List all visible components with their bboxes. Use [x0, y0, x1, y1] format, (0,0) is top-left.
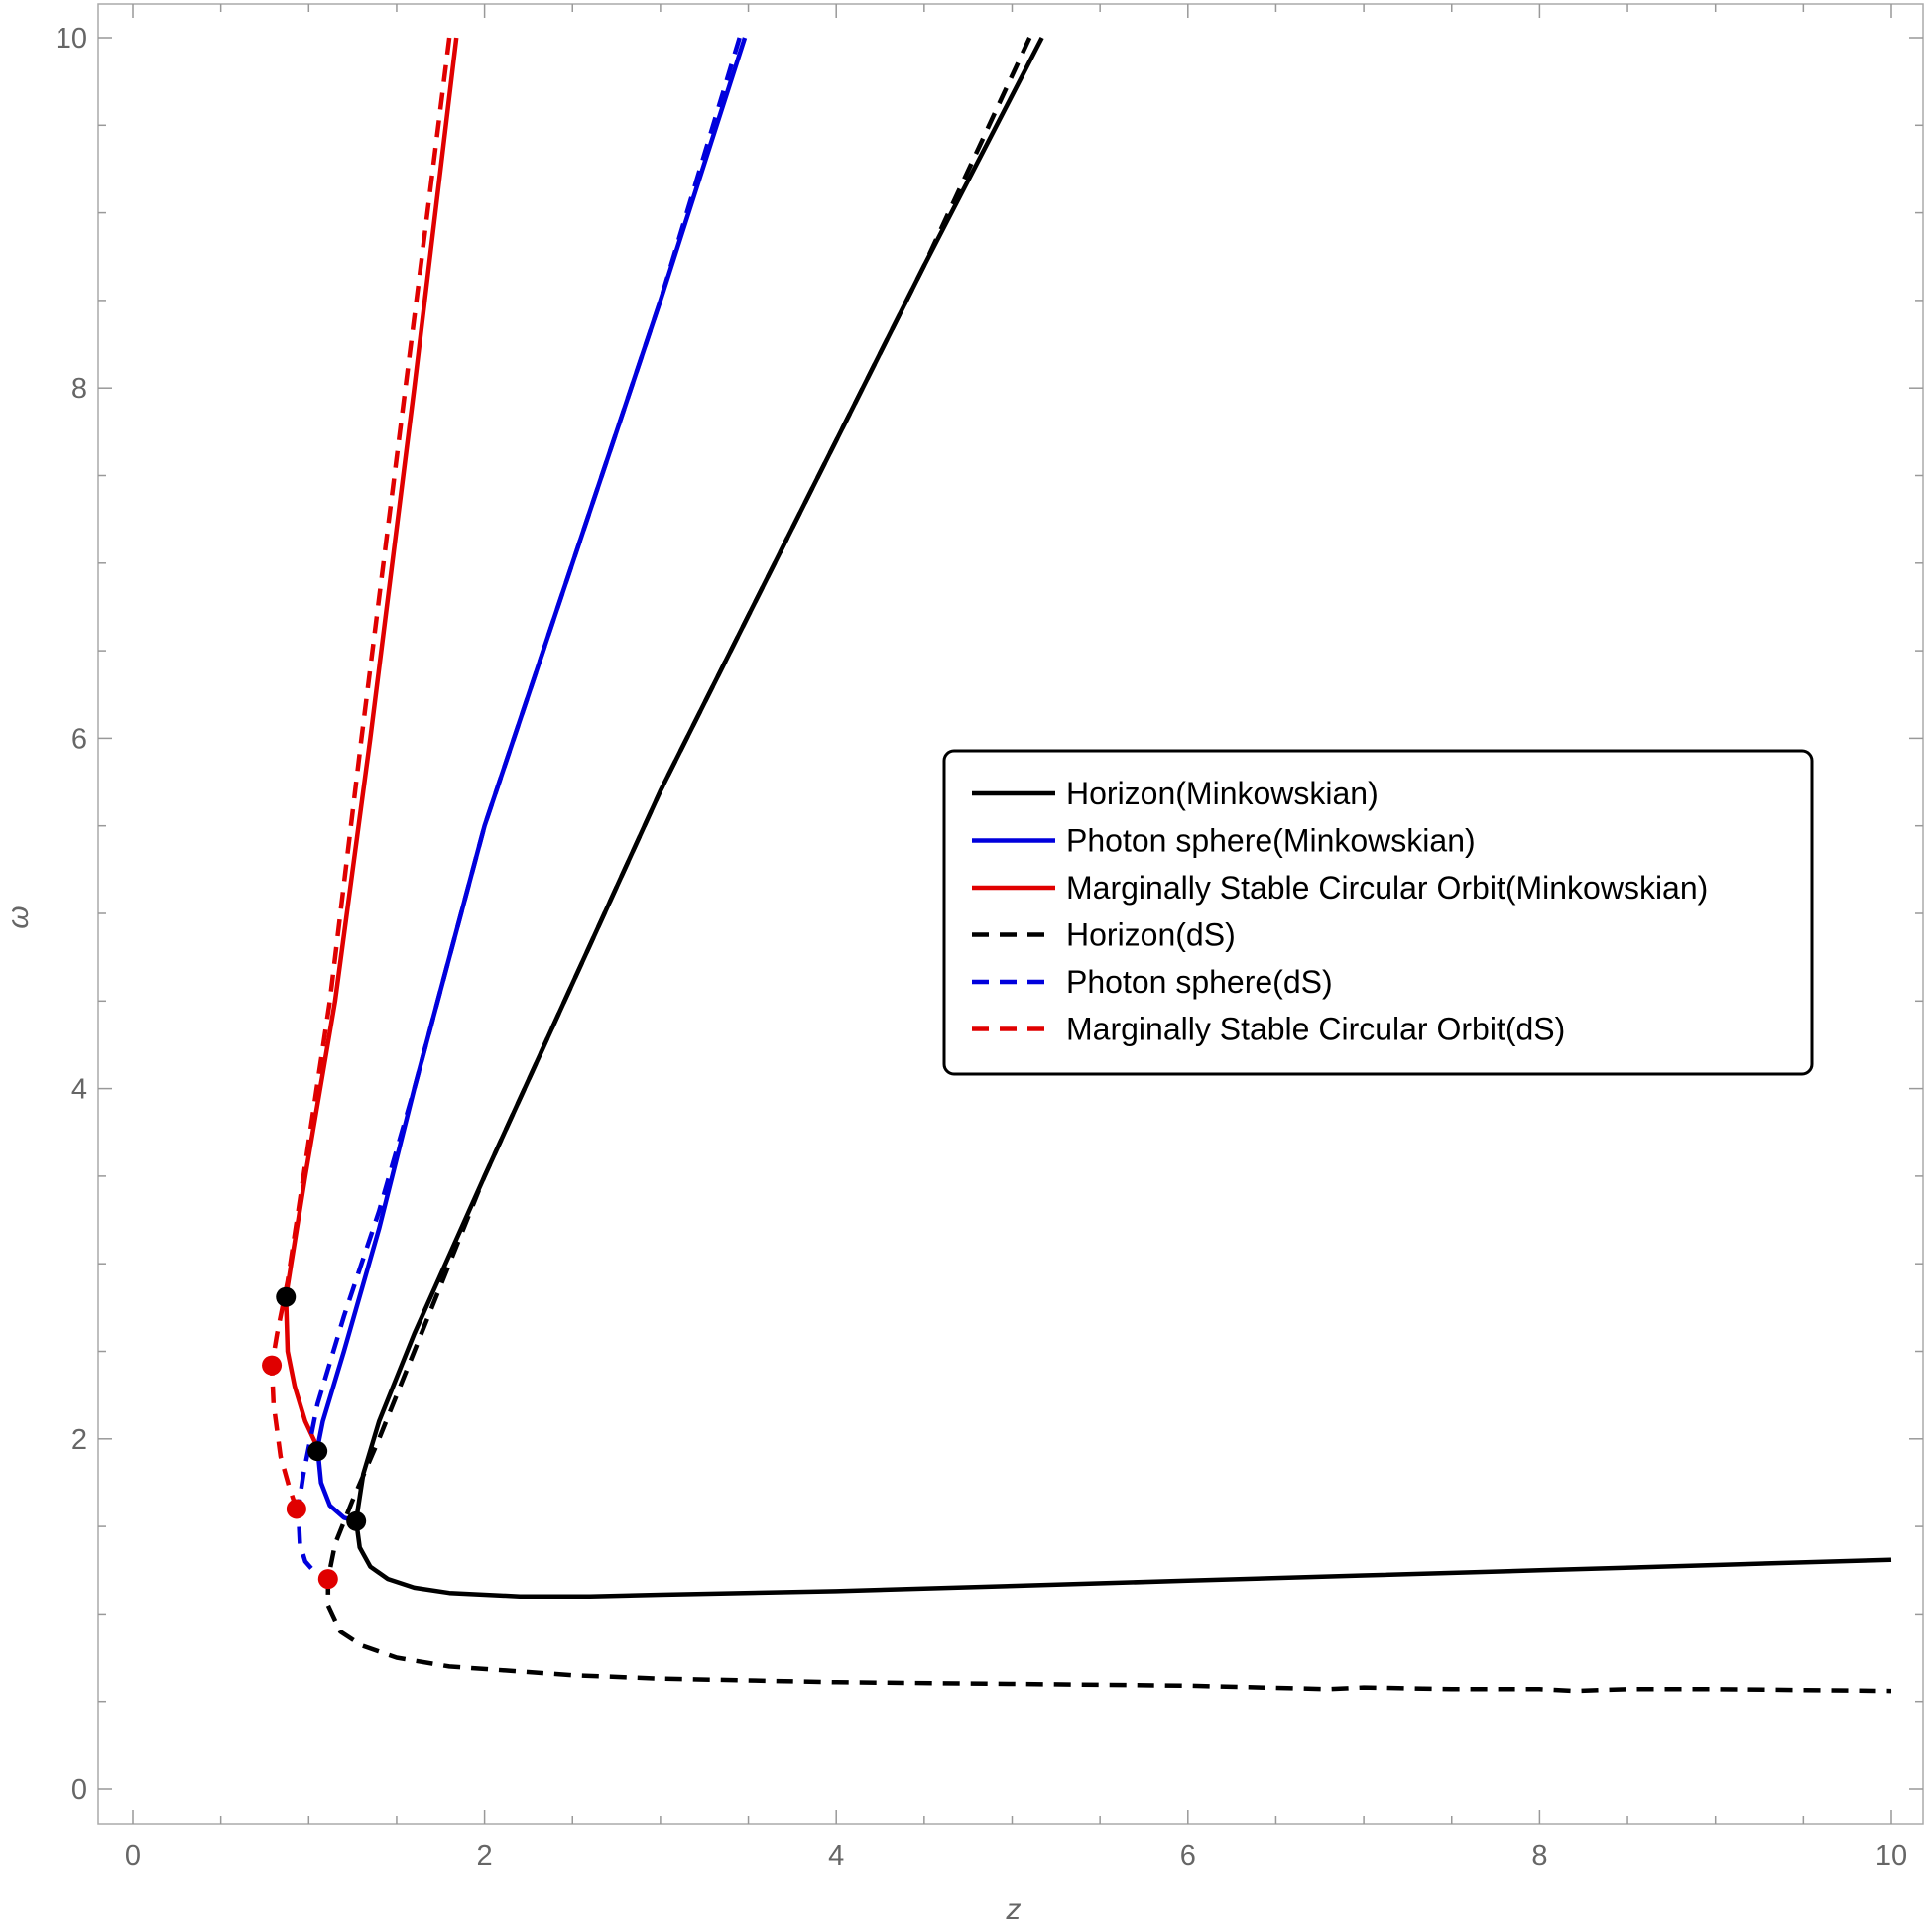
y-tick-label: 10: [56, 23, 87, 55]
legend-label: Horizon(Minkowskian): [1066, 776, 1379, 811]
x-axis-label: z: [1006, 1893, 1022, 1926]
legend: Horizon(Minkowskian) Photon sphere(Minkow…: [942, 749, 1814, 1076]
legend-label: Marginally Stable Circular Orbit(Minkows…: [1066, 870, 1708, 906]
series-line-1: [353, 36, 1892, 1599]
series-line-6: [269, 37, 452, 1510]
legend-box: [942, 749, 1814, 1076]
x-tick-label: 4: [828, 1840, 844, 1872]
y-tick-label: 2: [71, 1424, 87, 1456]
point-marker: [276, 1286, 297, 1307]
x-tick-label: 10: [1875, 1840, 1907, 1872]
y-tick-label: 8: [71, 373, 87, 405]
series-line-2: [314, 37, 748, 1523]
legend-label: Photon sphere(dS): [1066, 964, 1333, 1000]
legend-label: Photon sphere(Minkowskian): [1066, 823, 1476, 859]
series-layer: [269, 36, 1892, 1694]
y-tick-label: 0: [71, 1774, 87, 1806]
y-tick-label: 4: [71, 1074, 87, 1106]
x-tick-label: 6: [1180, 1840, 1196, 1872]
x-tick-label: 2: [477, 1840, 493, 1872]
x-tick-label: 8: [1531, 1840, 1547, 1872]
series-line-5: [296, 37, 742, 1582]
point-marker: [317, 1569, 338, 1590]
ticks-layer: 0 2 4 6 8 10 0 2 4 6 8 10: [56, 4, 1923, 1872]
point-marker: [307, 1441, 328, 1462]
point-marker: [346, 1510, 367, 1531]
series-line-4: [325, 37, 1892, 1694]
x-tick-label: 0: [125, 1840, 141, 1872]
legend-label: Horizon(dS): [1066, 917, 1236, 953]
legend-label: Marginally Stable Circular Orbit(dS): [1066, 1012, 1565, 1047]
point-marker: [262, 1355, 283, 1376]
y-axis-label: ω: [2, 906, 35, 928]
markers-layer: [262, 1286, 367, 1590]
point-marker: [286, 1499, 306, 1519]
y-tick-label: 6: [71, 723, 87, 755]
